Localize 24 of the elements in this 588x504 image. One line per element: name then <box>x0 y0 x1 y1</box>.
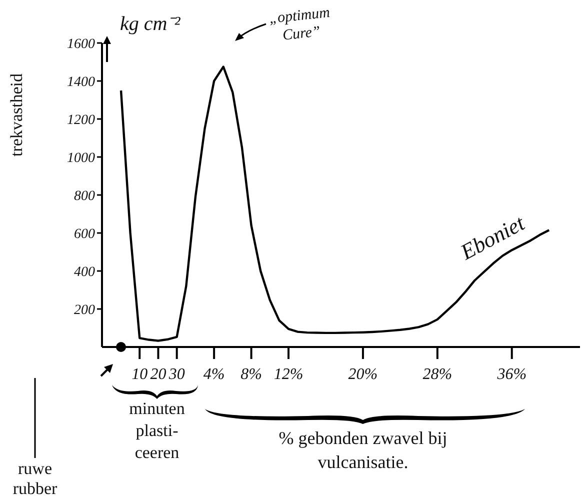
x-tick-label: 4% <box>203 366 225 383</box>
x-axis-title: % gebonden zwavel bij vulcanisatie. <box>278 428 448 472</box>
y-tick-label: 600 <box>74 227 95 242</box>
x-tick-label: 30 <box>168 366 185 383</box>
text: ruwe rubber <box>12 459 58 498</box>
x-tick-label: 10 <box>132 366 148 383</box>
y-tick-label: 1600 <box>67 37 95 52</box>
x-tick-label: 12% <box>274 366 304 383</box>
line-series <box>120 66 550 342</box>
x-tick-label: 20% <box>348 366 378 383</box>
y-tick-label: 800 <box>74 189 95 204</box>
y-tick-label: 400 <box>74 265 95 280</box>
annotation: „optimum Cure” <box>268 4 331 44</box>
y-axis-title: trekvastheid <box>7 72 26 157</box>
y-tick-label: 200 <box>74 303 95 318</box>
text: kg cm⁻² <box>120 13 182 35</box>
text: minuten plasti-ceeren <box>129 399 186 462</box>
x-tick-label: 8% <box>240 366 262 383</box>
y-tick-label: 1400 <box>67 75 95 90</box>
y-tick-label: 1000 <box>67 151 95 166</box>
x-tick-label: 20 <box>150 366 166 383</box>
x-tick-label: 36% <box>496 366 527 383</box>
y-tick-label: 1200 <box>67 113 95 128</box>
x-tick-label: 28% <box>422 366 452 383</box>
